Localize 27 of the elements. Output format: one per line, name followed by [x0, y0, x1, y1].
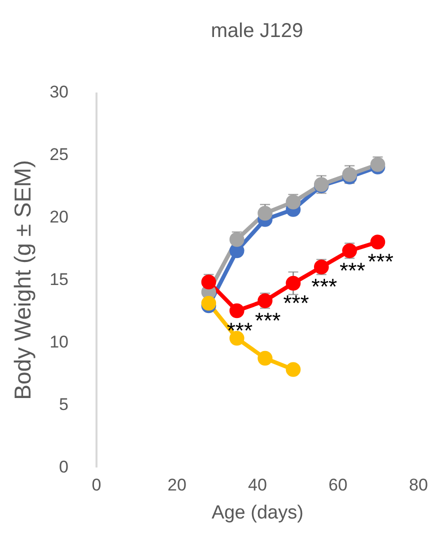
- x-tick-label: 0: [92, 476, 102, 494]
- point: [286, 362, 301, 377]
- point: [370, 234, 386, 250]
- x-tick-label: 60: [328, 476, 348, 494]
- annotation: ***: [311, 274, 338, 299]
- point: [286, 194, 301, 210]
- point: [286, 276, 301, 291]
- y-tick-label: 10: [50, 332, 68, 352]
- x-tick-label: 40: [248, 476, 267, 494]
- annotation: ***: [368, 249, 394, 274]
- x-tick-label: 80: [409, 476, 428, 494]
- y-tick-label: 25: [50, 145, 68, 164]
- y-tick-label: 0: [59, 458, 68, 476]
- chart-title: male J129: [210, 20, 304, 42]
- point: [201, 274, 216, 290]
- y-tick-label: 20: [50, 208, 68, 226]
- y-tick-label: 15: [50, 270, 68, 289]
- annotation: ***: [283, 290, 310, 316]
- point: [258, 350, 272, 366]
- annotation: ***: [255, 308, 282, 333]
- x-tick-label: 20: [168, 476, 186, 494]
- x-axis-title: Age (days): [212, 502, 304, 524]
- point: [229, 303, 244, 318]
- y-axis-title: Body Weight (g ± SEM): [10, 160, 36, 400]
- annotation: ***: [340, 258, 366, 283]
- y-tick-label: 30: [50, 82, 68, 102]
- y-tick-label: 5: [59, 395, 68, 414]
